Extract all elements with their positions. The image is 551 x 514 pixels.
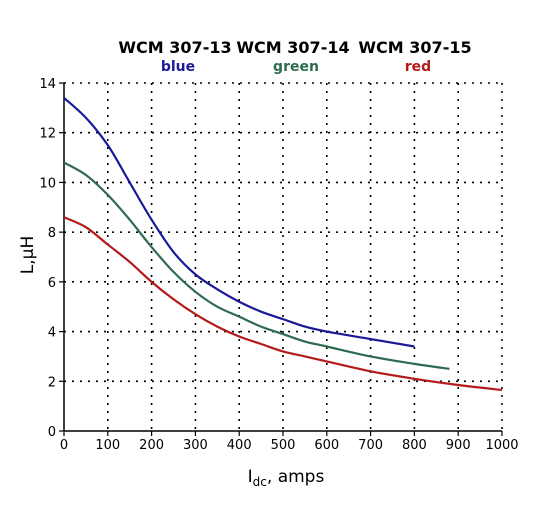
axes xyxy=(59,82,503,436)
tick-labels: 0 100 200 300 400 500 600 700 800 900 1000 0 2 4 6 8 10 1… xyxy=(39,77,518,453)
x-tick-label: 1000 xyxy=(485,438,518,453)
y-tick-label: 4 xyxy=(48,326,56,341)
x-tick-label: 400 xyxy=(227,438,252,453)
y-tick-label: 12 xyxy=(39,127,56,142)
x-axis-title: Idc, amps xyxy=(248,467,325,489)
x-axis-title-main: I xyxy=(248,467,253,487)
x-axis-title-rest: , amps xyxy=(267,467,325,487)
y-tick-label: 6 xyxy=(48,276,56,291)
legend-name-red: WCM 307-15 xyxy=(358,38,471,57)
x-tick-label: 600 xyxy=(314,438,339,453)
y-tick-label: 8 xyxy=(48,226,56,241)
y-tick-label: 2 xyxy=(48,375,56,390)
y-tick-label: 0 xyxy=(48,425,56,440)
x-tick-label: 0 xyxy=(60,438,68,453)
legend: WCM 307-13 blue WCM 307-14 green WCM 307-15 r… xyxy=(118,38,471,75)
x-tick-label: 800 xyxy=(402,438,427,453)
grid xyxy=(64,82,503,431)
y-tick-label: 10 xyxy=(39,176,56,191)
legend-name-blue: WCM 307-13 xyxy=(118,38,231,57)
legend-name-green: WCM 307-14 xyxy=(236,38,349,57)
y-axis-title: L,μH xyxy=(18,236,38,274)
legend-color-red: red xyxy=(405,59,431,75)
x-tick-label: 300 xyxy=(183,438,208,453)
series-line-red xyxy=(63,216,503,392)
x-axis-title-sub: dc xyxy=(253,475,267,489)
series-line-green xyxy=(63,161,450,370)
x-tick-label: 500 xyxy=(271,438,296,453)
legend-color-green: green xyxy=(273,59,319,75)
series-line-blue xyxy=(63,97,415,348)
series-lines xyxy=(63,97,503,392)
x-tick-label: 900 xyxy=(446,438,471,453)
x-tick-label: 200 xyxy=(139,438,164,453)
x-tick-label: 100 xyxy=(95,438,120,453)
legend-color-blue: blue xyxy=(161,59,195,75)
y-tick-label: 14 xyxy=(39,77,56,92)
x-tick-label: 700 xyxy=(358,438,383,453)
